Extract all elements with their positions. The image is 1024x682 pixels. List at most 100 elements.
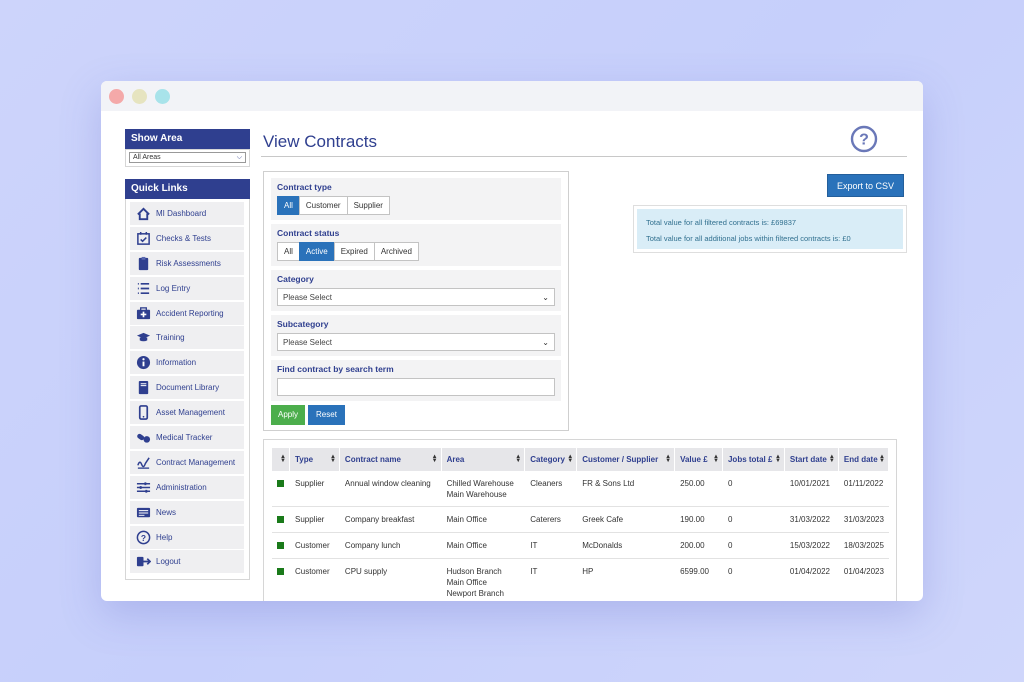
sidebar-item-label: Contract Management bbox=[156, 457, 236, 467]
area-line: Newport Branch bbox=[446, 589, 504, 598]
signature-icon bbox=[130, 455, 156, 470]
filter-actions: Apply Reset bbox=[271, 405, 561, 425]
contract-name-cell[interactable]: CPU supply bbox=[340, 559, 442, 601]
contract-type-group: Contract type All Customer Supplier bbox=[271, 178, 561, 220]
category-group: Category Please Select ⌄ bbox=[271, 270, 561, 311]
sidebar-item-label: Log Entry bbox=[156, 283, 191, 293]
table-row[interactable]: Supplier Annual window cleaning Chilled Wa… bbox=[272, 471, 889, 507]
subcategory-select-value: Please Select bbox=[283, 337, 332, 347]
column-header-customer-supplier[interactable]: Customer / Supplier ▲ ▼ bbox=[577, 448, 676, 471]
sidebar: Show Area All Areas ⌵ Quick Links MI Das… bbox=[125, 129, 250, 581]
column-header-category[interactable]: Category ▲ ▼ bbox=[525, 448, 578, 471]
sidebar-item-document-library[interactable]: Document Library bbox=[130, 376, 244, 400]
sidebar-item-checks-tests[interactable]: Checks & Tests bbox=[130, 226, 244, 250]
contract-name-cell[interactable]: Company breakfast bbox=[339, 507, 442, 533]
sidebar-item-accident-reporting[interactable]: Accident Reporting bbox=[130, 301, 244, 325]
minimize-window-button[interactable] bbox=[132, 89, 147, 104]
sidebar-item-label: Checks & Tests bbox=[156, 233, 211, 243]
sidebar-item-risk-assessments[interactable]: Risk Assessments bbox=[130, 251, 244, 275]
column-header-label: Contract name bbox=[344, 455, 401, 464]
sidebar-item-label: Information bbox=[156, 358, 197, 368]
category-select[interactable]: Please Select ⌄ bbox=[277, 288, 555, 306]
sidebar-item-training[interactable]: Training bbox=[130, 326, 244, 350]
sidebar-item-label: Training bbox=[156, 333, 185, 343]
column-header-label: Type bbox=[294, 455, 314, 464]
chevron-down-icon: ⌄ bbox=[542, 337, 549, 347]
table-row[interactable]: Customer Company lunch Main Office IT McDona… bbox=[272, 533, 889, 559]
sort-icon: ▲ ▼ bbox=[713, 454, 719, 464]
contract-status-all-button[interactable]: All bbox=[277, 242, 300, 261]
export-csv-button[interactable]: Export to CSV bbox=[827, 174, 904, 197]
sidebar-item-logout[interactable]: Logout bbox=[130, 550, 244, 574]
reset-button[interactable]: Reset bbox=[308, 405, 345, 425]
maximize-window-button[interactable] bbox=[155, 89, 170, 104]
sidebar-item-log-entry[interactable]: Log Entry bbox=[130, 276, 244, 300]
area-cell: Chilled Warehouse Main Warehouse bbox=[441, 471, 526, 507]
contract-name-cell[interactable]: Company lunch bbox=[339, 533, 442, 559]
end-date-cell: 18/03/2025 bbox=[838, 533, 889, 559]
column-header-area[interactable]: Area ▲ ▼ bbox=[441, 448, 526, 471]
contracts-table: ▲ ▼ Type ▲ ▼ Contract name ▲ ▼ Area ▲ ▼ Category ▲ ▼ C… bbox=[272, 448, 889, 601]
sidebar-item-medical-tracker[interactable]: Medical Tracker bbox=[130, 426, 244, 450]
logout-icon bbox=[130, 554, 156, 569]
mobile-icon bbox=[130, 405, 156, 421]
party-cell: FR & Sons Ltd bbox=[577, 471, 676, 507]
chevron-down-icon: ⌵ bbox=[236, 153, 242, 161]
contract-name-cell[interactable]: Annual window cleaning bbox=[339, 471, 442, 507]
subcategory-select[interactable]: Please Select ⌄ bbox=[277, 333, 555, 351]
category-select-value: Please Select bbox=[283, 292, 332, 302]
column-header-end-date[interactable]: End date ▲ ▼ bbox=[838, 448, 889, 471]
table-row[interactable]: Supplier Company breakfast Main Office Cate… bbox=[272, 507, 889, 533]
column-header-label: Category bbox=[530, 455, 565, 464]
column-header-status[interactable]: ▲ ▼ bbox=[272, 448, 290, 471]
column-header-start-date[interactable]: Start date ▲ ▼ bbox=[784, 448, 839, 471]
sidebar-item-label: MI Dashboard bbox=[156, 209, 207, 218]
table-header-row: ▲ ▼ Type ▲ ▼ Contract name ▲ ▼ Area ▲ ▼ Category ▲ ▼ C… bbox=[272, 448, 889, 471]
summary-alert: Total value for all filtered contracts i… bbox=[637, 209, 903, 249]
sliders-icon bbox=[130, 480, 156, 495]
summary-total-jobs: Total value for all additional jobs with… bbox=[646, 234, 851, 243]
area-select[interactable]: All Areas ⌵ bbox=[129, 152, 246, 163]
sidebar-item-label: Help bbox=[156, 532, 173, 542]
column-header-jobs-total[interactable]: Jobs total £ ▲ ▼ bbox=[722, 448, 785, 471]
search-label: Find contract by search term bbox=[277, 364, 394, 374]
quick-links: Quick Links MI Dashboard Checks & Tests Ri… bbox=[125, 179, 250, 581]
contract-type-customer-button[interactable]: Customer bbox=[298, 196, 348, 215]
contract-status-expired-button[interactable]: Expired bbox=[333, 242, 375, 261]
sort-icon: ▲ ▼ bbox=[280, 454, 286, 464]
sidebar-item-administration[interactable]: Administration bbox=[130, 475, 244, 499]
value-cell: 250.00 bbox=[675, 471, 723, 507]
sidebar-item-help[interactable]: ? Help bbox=[130, 525, 244, 549]
column-header-label: Start date bbox=[789, 455, 827, 464]
column-header-contract-name[interactable]: Contract name ▲ ▼ bbox=[339, 448, 442, 471]
search-input[interactable] bbox=[277, 378, 555, 396]
area-line: Main Office bbox=[446, 578, 487, 587]
close-window-button[interactable] bbox=[109, 89, 124, 104]
start-date-cell: 15/03/2022 bbox=[784, 533, 839, 559]
graduation-cap-icon bbox=[130, 330, 156, 345]
column-header-type[interactable]: Type ▲ ▼ bbox=[289, 448, 340, 471]
list-icon bbox=[130, 281, 156, 296]
sidebar-item-contract-management[interactable]: Contract Management bbox=[130, 450, 244, 474]
contract-type-supplier-button[interactable]: Supplier bbox=[346, 196, 390, 215]
end-date-cell: 01/11/2022 bbox=[838, 471, 889, 507]
contract-status-archived-button[interactable]: Archived bbox=[373, 242, 419, 261]
summary-panel: Total value for all filtered contracts i… bbox=[633, 205, 907, 253]
apply-button[interactable]: Apply bbox=[271, 405, 306, 425]
status-cell bbox=[272, 471, 290, 507]
area-line: Chilled Warehouse bbox=[446, 479, 514, 488]
sidebar-item-news[interactable]: News bbox=[130, 500, 244, 524]
quick-links-list: MI Dashboard Checks & Tests Risk Assessmen… bbox=[125, 199, 250, 581]
contract-status-active-button[interactable]: Active bbox=[298, 242, 335, 261]
table-row[interactable]: Customer CPU supply Hudson Branch Main Offi… bbox=[272, 559, 889, 601]
quick-links-header: Quick Links bbox=[125, 179, 250, 199]
jobs-total-cell: 0 bbox=[722, 533, 785, 559]
sidebar-item-asset-management[interactable]: Asset Management bbox=[130, 401, 244, 425]
contract-type-all-button[interactable]: All bbox=[277, 196, 300, 215]
type-cell: Supplier bbox=[289, 507, 340, 533]
home-icon bbox=[130, 206, 156, 221]
sidebar-item-information[interactable]: Information bbox=[130, 351, 244, 375]
column-header-value[interactable]: Value £ ▲ ▼ bbox=[675, 448, 723, 471]
sidebar-item-mi-dashboard[interactable]: MI Dashboard bbox=[130, 202, 244, 225]
help-circle-icon[interactable]: ? bbox=[850, 125, 878, 153]
